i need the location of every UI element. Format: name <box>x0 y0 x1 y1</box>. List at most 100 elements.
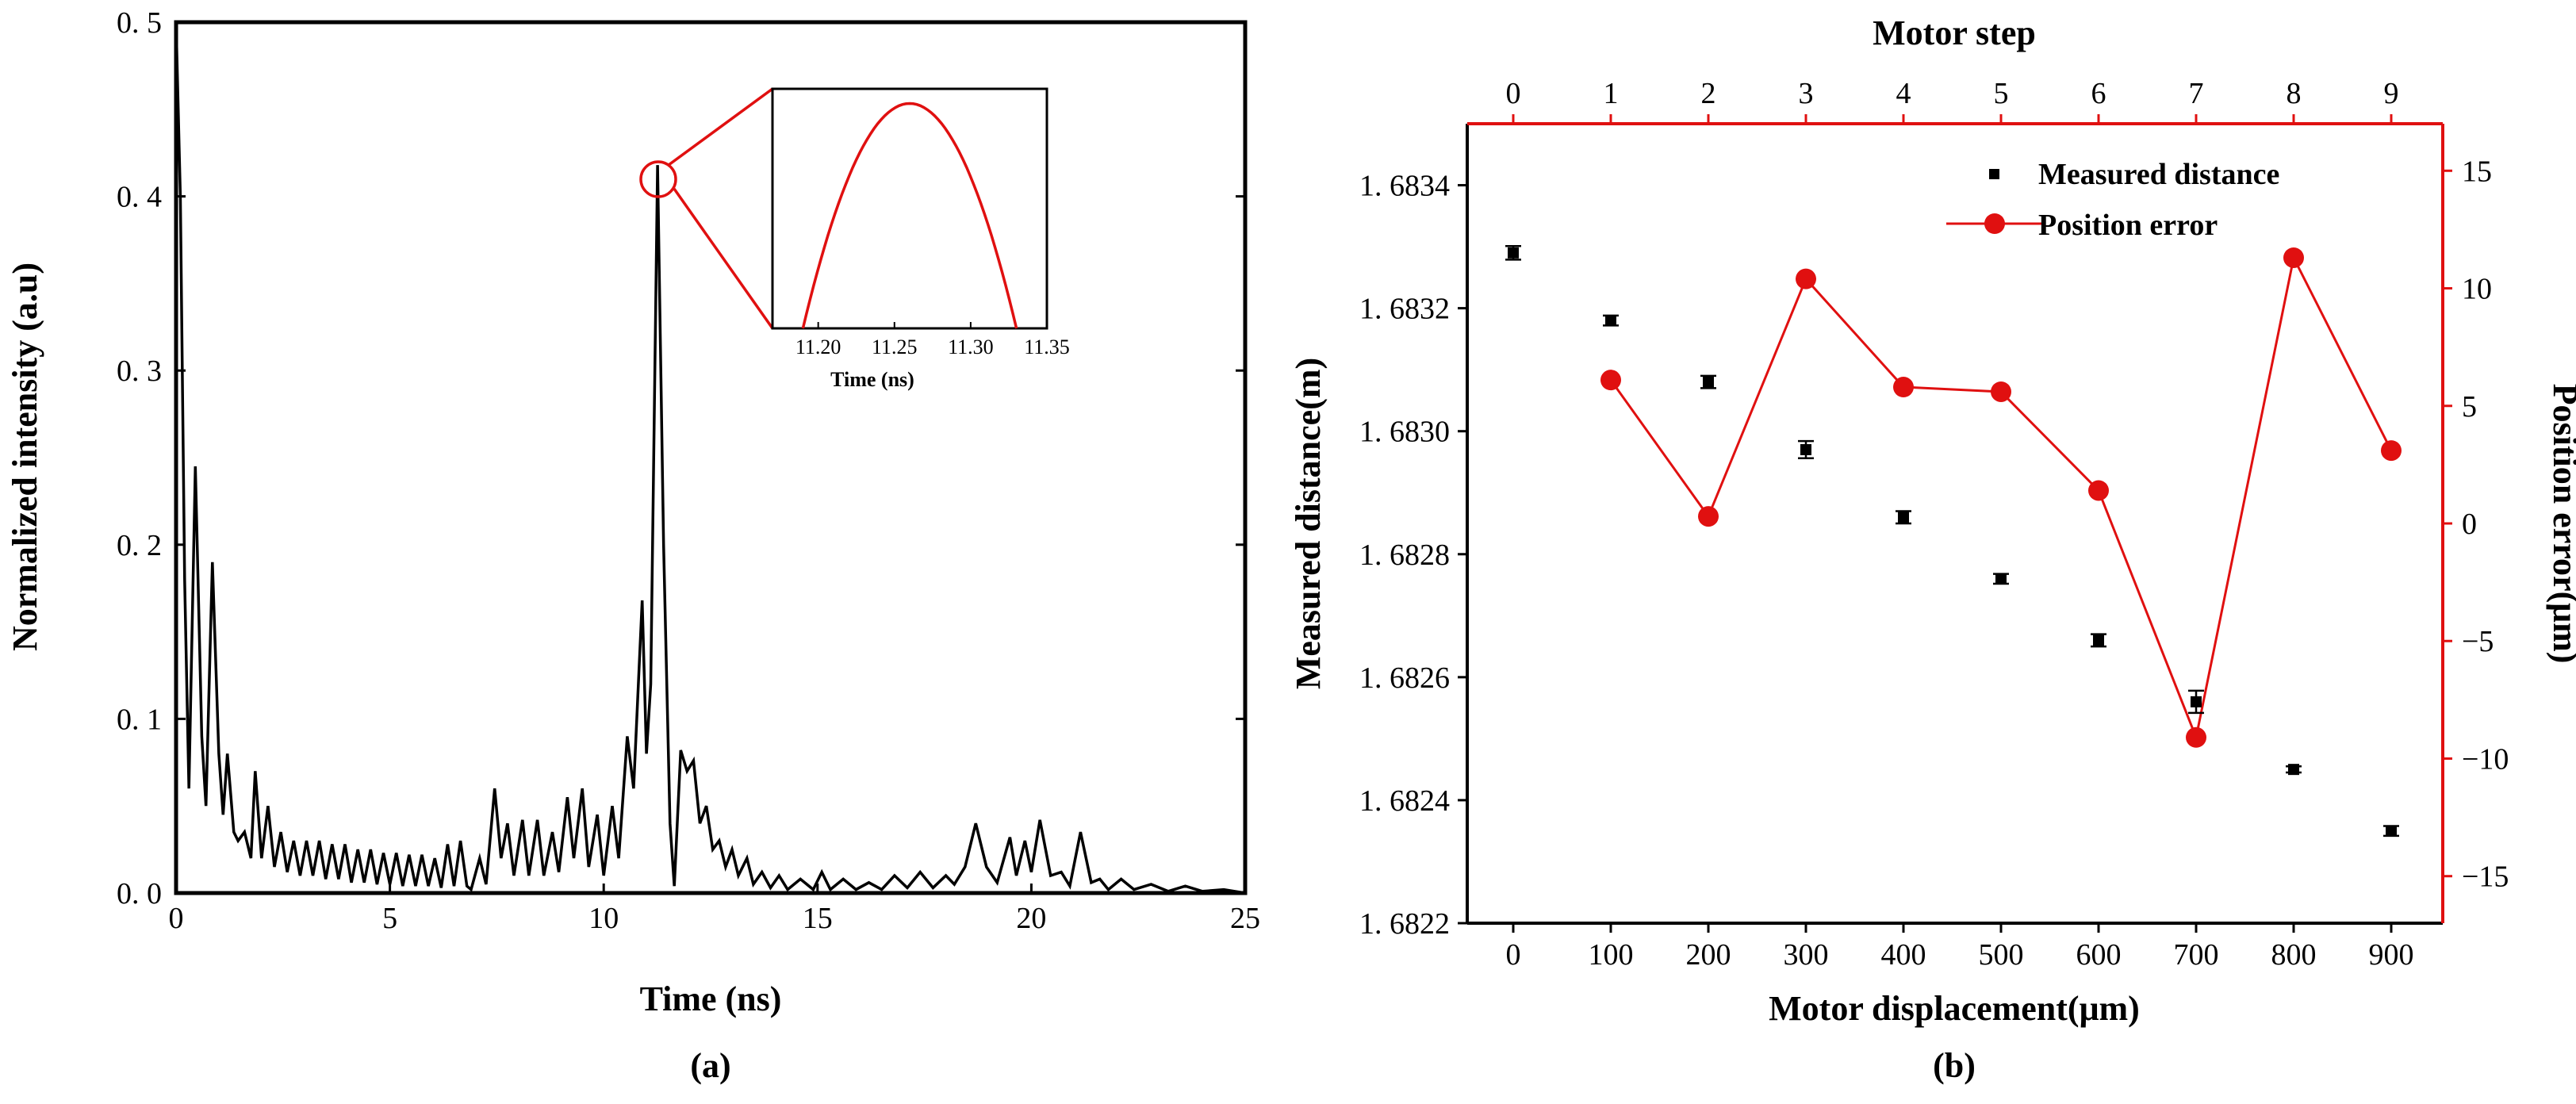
b-y-tick-label: 1. 6832 <box>1359 293 1450 326</box>
b-top-tick-label: 4 <box>1896 77 1911 110</box>
peak-inset-chart: 11.20 11.25 11.30 11.35 Time (ns) <box>771 87 1070 391</box>
panel-a-x-ticks: 0 5 10 15 20 25 <box>169 884 1260 935</box>
b-y2-tick-label: −15 <box>2462 861 2509 894</box>
b-top-tick-label: 6 <box>2091 77 2106 110</box>
a-y-tick-label: 0. 4 <box>117 181 162 214</box>
b-top-tick-label: 8 <box>2287 77 2302 110</box>
inset-x-tick-label: 11.20 <box>795 335 841 358</box>
b-top-tick-label: 5 <box>1994 77 2009 110</box>
position-error-point <box>1893 377 1914 398</box>
position-error-points <box>1600 247 2402 748</box>
measured-distance-point <box>1995 573 2007 585</box>
b-y2-tick-label: 15 <box>2462 155 2492 188</box>
measured-distance-points <box>1505 245 2399 838</box>
a-x-tick-label: 5 <box>382 902 397 935</box>
measured-distance-point <box>1800 443 1811 455</box>
b-y-tick-label: 1. 6822 <box>1359 907 1450 941</box>
b-top-tick-label: 7 <box>2189 77 2204 110</box>
position-error-point <box>2381 440 2402 462</box>
panel-a-label: (a) <box>690 1046 730 1085</box>
b-x-tick-label: 300 <box>1784 938 1829 972</box>
position-error-point <box>1991 381 2011 402</box>
b-top-tick-label: 1 <box>1604 77 1619 110</box>
b-top-tick-label: 2 <box>1701 77 1716 110</box>
measured-distance-point <box>2191 696 2202 707</box>
a-y-tick-label: 0. 1 <box>117 703 162 736</box>
panel-b-plot-frame <box>1466 122 2444 925</box>
position-error-point <box>1796 268 1816 289</box>
b-y2-tick-label: 10 <box>2462 273 2492 306</box>
inset-x-tick-label: 11.35 <box>1024 335 1070 358</box>
b-x-tick-label: 0 <box>1506 938 1521 972</box>
zoom-connector-top <box>667 87 774 167</box>
a-x-tick-label: 15 <box>803 902 833 935</box>
panel-b-y2-axis-title: Position error(μm) <box>2546 384 2576 664</box>
b-y2-tick-label: −5 <box>2462 625 2494 658</box>
panel-a-y-axis-title: Normalized intensity (a.u) <box>6 263 44 651</box>
b-y-tick-label: 1. 6830 <box>1359 416 1450 449</box>
position-error-point <box>2283 247 2304 268</box>
b-x-tick-label: 700 <box>2174 938 2219 972</box>
panel-b-x-axis-title: Motor displacement(μm) <box>1769 989 2140 1028</box>
panel-b-y-axis-title: Measured distance(m) <box>1289 358 1328 689</box>
position-error-line <box>1609 254 2393 742</box>
peak-zoom-circle <box>639 160 677 198</box>
a-y-tick-label: 0. 0 <box>117 877 162 910</box>
a-y-tick-label: 0. 3 <box>117 355 162 388</box>
a-y-tick-label: 0. 5 <box>117 6 162 40</box>
b-y2-tick-label: −10 <box>2462 742 2509 776</box>
b-top-tick-label: 3 <box>1799 77 1814 110</box>
zoom-connector-bottom <box>673 187 774 330</box>
position-error-point <box>1698 506 1719 527</box>
measured-distance-point <box>1898 512 1909 523</box>
inset-x-ticks: 11.20 11.25 11.30 11.35 <box>795 322 1070 358</box>
a-x-tick-label: 20 <box>1016 902 1046 935</box>
b-y-tick-label: 1. 6834 <box>1359 170 1450 203</box>
a-x-tick-label: 25 <box>1230 902 1260 935</box>
inset-x-tick-label: 11.30 <box>948 335 994 358</box>
panel-b-x-ticks: 0 100 200 300 400 500 600 700 800 900 <box>1506 923 2414 972</box>
panel-a-plot-frame <box>174 20 1248 895</box>
b-x-tick-label: 200 <box>1686 938 1731 972</box>
panel-b-y2-ticks: −15 −10 −5 0 5 10 15 <box>2443 155 2509 894</box>
position-error-point <box>2088 480 2109 501</box>
panel-a-x-axis-title: Time (ns) <box>640 979 782 1018</box>
inset-x-tick-label: 11.25 <box>872 335 918 358</box>
measured-distance-point <box>2386 825 2397 837</box>
panel-b-label: (b) <box>1933 1046 1976 1085</box>
panel-b-legend: Measured distance Position error <box>1946 158 2279 242</box>
b-x-tick-label: 900 <box>2369 938 2414 972</box>
legend-measured-marker <box>1989 169 1999 179</box>
b-y-tick-label: 1. 6828 <box>1359 539 1450 572</box>
b-x-tick-label: 500 <box>1979 938 2024 972</box>
legend-error-marker <box>1984 213 2005 234</box>
inset-peak-curve <box>801 102 1018 329</box>
position-error-point <box>1600 370 1621 391</box>
b-y-tick-label: 1. 6826 <box>1359 661 1450 695</box>
measured-distance-point <box>1605 315 1616 327</box>
measured-distance-point <box>2288 764 2299 776</box>
inset-x-axis-title: Time (ns) <box>830 368 914 391</box>
panel-b-top-axis-title: Motor step <box>1873 13 2036 52</box>
position-error-point <box>2186 726 2206 748</box>
legend-measured-label: Measured distance <box>2038 158 2279 191</box>
measured-distance-point <box>2093 634 2104 646</box>
panel-b-y-ticks: 1. 6822 1. 6824 1. 6826 1. 6828 1. 6830 1. 68… <box>1359 170 1467 941</box>
b-y-tick-label: 1. 6824 <box>1359 784 1450 818</box>
inset-frame <box>771 87 1048 330</box>
panel-a-chart: 0 5 10 15 20 25 0. 0 0. 1 0. 2 0. 3 0. 4 0. 5 11.2… <box>6 6 1260 1085</box>
measured-distance-point <box>1508 247 1519 259</box>
a-x-tick-label: 0 <box>169 902 184 935</box>
b-x-tick-label: 800 <box>2271 938 2317 972</box>
panel-b-top-ticks: 0 1 2 3 4 5 6 7 8 9 <box>1506 77 2399 124</box>
b-top-tick-label: 9 <box>2384 77 2399 110</box>
a-x-tick-label: 10 <box>588 902 619 935</box>
b-y2-tick-label: 0 <box>2462 508 2477 541</box>
b-y2-tick-label: 5 <box>2462 390 2477 424</box>
b-x-tick-label: 400 <box>1881 938 1926 972</box>
b-x-tick-label: 600 <box>2076 938 2122 972</box>
b-top-tick-label: 0 <box>1506 77 1521 110</box>
measured-distance-point <box>1703 376 1714 388</box>
